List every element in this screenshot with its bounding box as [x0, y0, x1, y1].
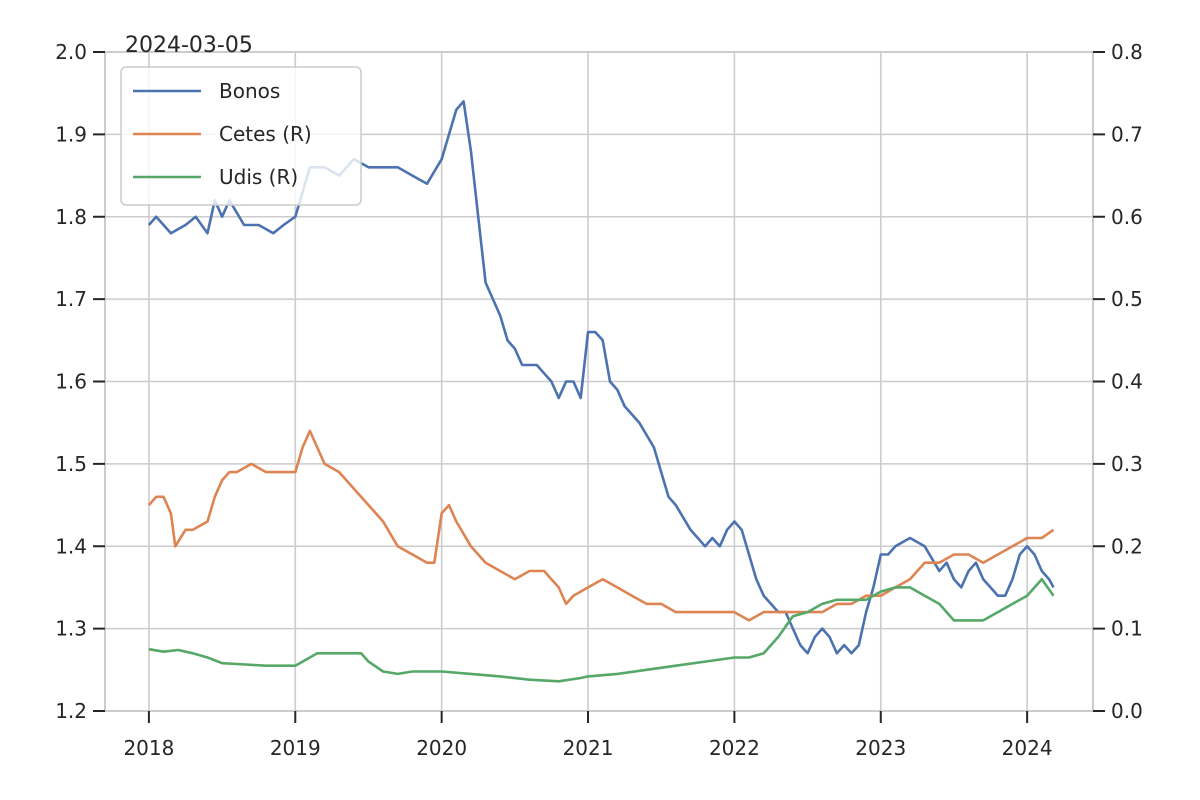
x-tick-label: 2021: [563, 736, 614, 760]
y-tick-label-left: 1.8: [55, 205, 87, 229]
series-line-udis-r: [148, 577, 1055, 683]
x-tick-label: 2020: [416, 736, 467, 760]
grid: [105, 51, 1093, 712]
y-tick-label-left: 1.5: [55, 452, 87, 476]
y-tick-label-left: 2.0: [55, 40, 87, 64]
legend: Bonos Cetes (R) Udis (R): [120, 66, 362, 206]
y-tick-label-left: 1.9: [55, 122, 87, 146]
x-tick-label: 2023: [855, 736, 906, 760]
y-tick-label-right: 0.1: [1111, 617, 1143, 641]
y-tick-label-right: 0.0: [1111, 699, 1143, 723]
y-tick-label-right: 0.6: [1111, 205, 1143, 229]
y-tick-label-right: 0.8: [1111, 40, 1143, 64]
y-tick-label-right: 0.4: [1111, 370, 1143, 394]
legend-label: Bonos: [219, 79, 280, 103]
x-tick-label: 2022: [709, 736, 760, 760]
series-line-cetes-r: [147, 429, 1055, 622]
y-tick-label-left: 1.4: [55, 534, 87, 558]
x-tick-label: 2018: [123, 736, 174, 760]
axes: 1.2 1.3 1.4 1.5 1.6 1.7 1.8 1.9 2.0 0.0 0.1 0.2 0.3 0…: [55, 40, 1143, 760]
chart-title: 2024-03-05: [125, 33, 253, 58]
y-tick-label-left: 1.2: [55, 699, 87, 723]
y-tick-label-right: 0.2: [1111, 534, 1143, 558]
legend-label: Cetes (R): [219, 122, 312, 146]
x-tick-label: 2019: [270, 736, 321, 760]
y-tick-label-left: 1.6: [55, 370, 87, 394]
y-tick-label-right: 0.3: [1111, 452, 1143, 476]
y-tick-label-left: 1.3: [55, 617, 87, 641]
y-tick-label-right: 0.5: [1111, 287, 1143, 311]
x-tick-label: 2024: [1002, 736, 1053, 760]
y-tick-label-left: 1.7: [55, 287, 87, 311]
legend-box: [120, 66, 362, 206]
legend-label: Udis (R): [219, 165, 298, 189]
y-tick-label-right: 0.7: [1111, 122, 1143, 146]
